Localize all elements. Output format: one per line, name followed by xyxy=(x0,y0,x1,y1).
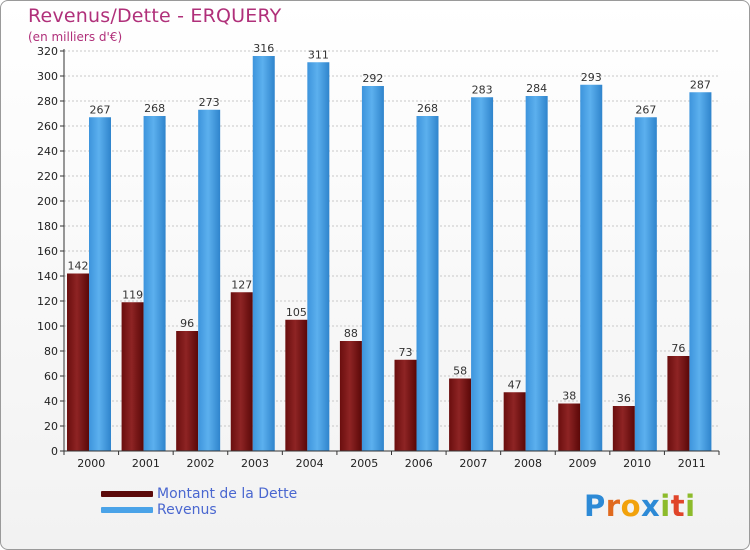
y-tick-label: 60 xyxy=(44,370,58,383)
bar-debt xyxy=(449,378,472,451)
logo-letter: i xyxy=(660,489,671,523)
data-label: 96 xyxy=(180,317,194,330)
bar-revenue xyxy=(252,56,275,451)
y-tick-label: 320 xyxy=(37,45,58,58)
data-label: 311 xyxy=(308,48,329,61)
legend-label-revenue: Revenus xyxy=(157,502,217,518)
data-label: 73 xyxy=(399,346,413,359)
bar-debt xyxy=(558,403,581,451)
x-tick-label: 2008 xyxy=(514,457,542,470)
y-tick-label: 100 xyxy=(37,320,58,333)
bar-revenue xyxy=(525,96,548,451)
y-tick-label: 160 xyxy=(37,245,58,258)
y-tick-label: 260 xyxy=(37,120,58,133)
x-tick-label: 2006 xyxy=(405,457,433,470)
logo-letter: x xyxy=(641,489,661,523)
bar-revenue xyxy=(89,117,111,451)
y-tick-label: 240 xyxy=(37,145,58,158)
logo-letter: t xyxy=(670,489,686,523)
y-tick-label: 300 xyxy=(37,70,58,83)
data-label: 287 xyxy=(690,78,711,91)
legend-label-debt: Montant de la Dette xyxy=(157,486,298,502)
data-label: 58 xyxy=(453,365,467,378)
bar-revenue xyxy=(689,92,712,451)
bar-revenue xyxy=(580,84,603,451)
y-tick-label: 220 xyxy=(37,170,58,183)
data-label: 36 xyxy=(617,392,631,405)
x-tick-label: 2002 xyxy=(186,457,214,470)
y-tick-label: 280 xyxy=(37,95,58,108)
logo-letter: i xyxy=(685,489,696,523)
data-label: 119 xyxy=(122,288,143,301)
legend-swatch-debt xyxy=(101,491,153,497)
bar-debt xyxy=(667,356,690,451)
logo-letter: P xyxy=(584,489,606,523)
data-label: 273 xyxy=(199,96,220,109)
y-tick-label: 140 xyxy=(37,270,58,283)
data-label: 292 xyxy=(362,72,383,85)
bar-revenue xyxy=(198,109,221,451)
y-tick-label: 0 xyxy=(51,445,58,458)
x-tick-label: 2000 xyxy=(77,457,105,470)
y-tick-label: 200 xyxy=(37,195,58,208)
bar-revenue xyxy=(143,116,166,451)
data-label: 38 xyxy=(562,390,576,403)
y-tick-label: 20 xyxy=(44,420,58,433)
x-tick-label: 2001 xyxy=(132,457,160,470)
data-label: 142 xyxy=(68,260,89,273)
data-label: 47 xyxy=(508,378,522,391)
x-tick-label: 2011 xyxy=(678,457,706,470)
logo-letter: r xyxy=(605,489,621,523)
logo-letter: o xyxy=(620,489,642,523)
bar-debt xyxy=(503,392,526,451)
y-tick-label: 180 xyxy=(37,220,58,233)
y-tick-label: 40 xyxy=(44,395,58,408)
x-tick-label: 2003 xyxy=(241,457,269,470)
data-label: 268 xyxy=(144,102,165,115)
proxiti-logo: Proxiti xyxy=(584,489,696,523)
bar-revenue xyxy=(307,62,330,451)
x-tick-label: 2005 xyxy=(350,457,378,470)
data-label: 127 xyxy=(231,278,252,291)
bar-revenue xyxy=(634,117,657,451)
data-label: 88 xyxy=(344,327,358,340)
x-tick-label: 2007 xyxy=(459,457,487,470)
bar-debt xyxy=(285,319,308,451)
bar-debt xyxy=(121,302,144,451)
data-label: 76 xyxy=(671,342,685,355)
data-label: 284 xyxy=(526,82,547,95)
bar-debt xyxy=(67,273,89,451)
data-label: 268 xyxy=(417,102,438,115)
chart-subtitle: (en milliers d'€) xyxy=(28,30,123,44)
x-tick-label: 2010 xyxy=(623,457,651,470)
bar-revenue xyxy=(471,97,494,451)
bar-revenue xyxy=(361,86,384,451)
y-tick-label: 80 xyxy=(44,345,58,358)
bar-revenue xyxy=(416,116,439,451)
bar-debt xyxy=(176,331,199,451)
data-label: 293 xyxy=(581,71,602,84)
chart-title: Revenus/Dette - ERQUERY xyxy=(28,5,282,27)
data-label: 267 xyxy=(635,103,656,116)
bar-debt xyxy=(612,406,635,451)
legend-swatch-revenue xyxy=(101,507,153,513)
data-label: 316 xyxy=(253,42,274,55)
data-label: 283 xyxy=(472,83,493,96)
bar-debt xyxy=(394,359,417,451)
x-tick-label: 2009 xyxy=(569,457,597,470)
x-tick-label: 2004 xyxy=(296,457,324,470)
bar-debt xyxy=(339,341,362,451)
bar-debt xyxy=(230,292,253,451)
y-tick-label: 120 xyxy=(37,295,58,308)
data-label: 267 xyxy=(90,103,111,116)
data-label: 105 xyxy=(286,306,307,319)
